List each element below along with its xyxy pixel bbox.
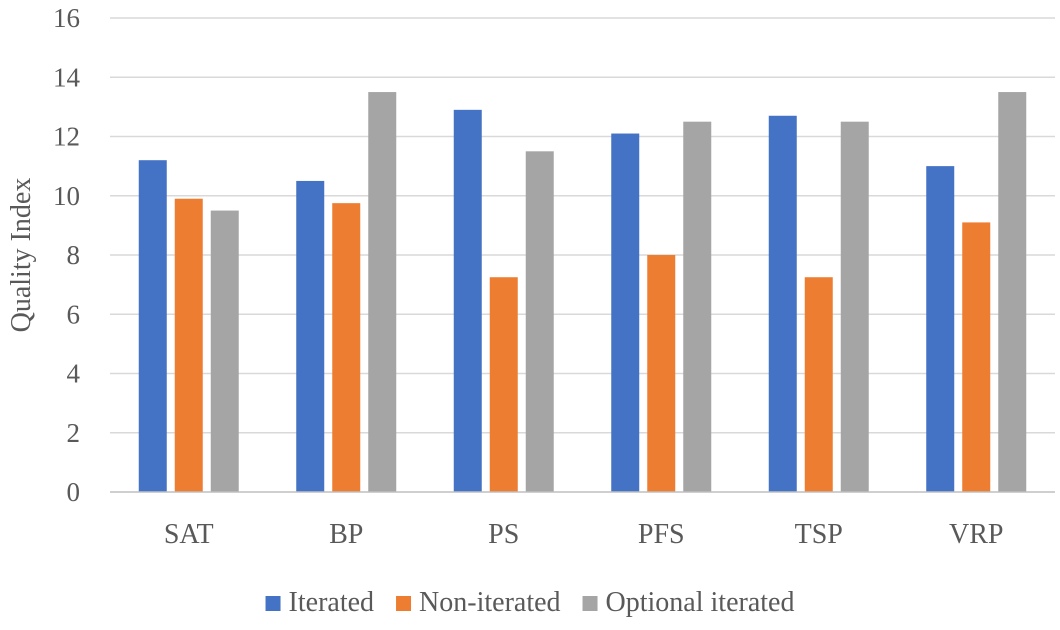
y-tick-label-0: 0 xyxy=(67,477,81,507)
bar-pfs-non-iterated xyxy=(647,255,676,492)
bar-pfs-optional-iterated xyxy=(683,121,712,492)
bar-vrp-optional-iterated xyxy=(998,92,1027,492)
bar-vrp-iterated xyxy=(926,166,955,492)
bar-sat-optional-iterated xyxy=(210,210,239,492)
bar-pfs-iterated xyxy=(611,133,640,492)
legend: Iterated Non-iterated Optional iterated xyxy=(265,587,795,618)
y-tick-label-12: 12 xyxy=(53,122,80,152)
legend-swatch-iterated xyxy=(265,596,281,611)
y-tick-label-10: 10 xyxy=(53,181,80,211)
bar-tsp-non-iterated xyxy=(804,277,833,492)
legend-swatch-optional-iterated xyxy=(582,596,598,611)
bar-ps-iterated xyxy=(453,109,482,493)
bar-ps-optional-iterated xyxy=(525,151,554,492)
bar-vrp-non-iterated xyxy=(962,222,991,492)
x-axis-categories: SAT BP PS PFS TSP VRP xyxy=(164,519,1004,550)
legend-swatch-non-iterated xyxy=(396,596,412,611)
y-axis-ticks: 0 2 4 6 8 10 12 14 16 xyxy=(53,3,81,507)
bar-tsp-optional-iterated xyxy=(840,121,869,492)
bar-tsp-iterated xyxy=(768,115,797,492)
gridlines xyxy=(110,17,1055,434)
bar-bp-iterated xyxy=(296,180,325,492)
x-category-label-bp: BP xyxy=(329,519,363,550)
y-tick-label-2: 2 xyxy=(67,418,81,448)
bars xyxy=(138,92,1027,493)
bar-bp-non-iterated xyxy=(332,203,361,492)
y-tick-label-4: 4 xyxy=(67,359,81,389)
x-category-label-sat: SAT xyxy=(164,519,214,550)
x-category-label-tsp: TSP xyxy=(795,519,843,550)
y-tick-label-8: 8 xyxy=(67,240,81,270)
y-tick-label-6: 6 xyxy=(67,299,81,329)
legend-label-optional-iterated: Optional iterated xyxy=(606,587,795,618)
bar-sat-iterated xyxy=(138,160,167,492)
bar-sat-non-iterated xyxy=(174,198,203,492)
legend-label-iterated: Iterated xyxy=(289,587,375,618)
bar-ps-non-iterated xyxy=(489,277,518,492)
x-category-label-pfs: PFS xyxy=(638,519,685,550)
y-tick-label-16: 16 xyxy=(53,3,80,33)
y-tick-label-14: 14 xyxy=(53,62,81,92)
bar-bp-optional-iterated xyxy=(368,92,397,492)
x-category-label-ps: PS xyxy=(488,519,519,550)
legend-label-non-iterated: Non-iterated xyxy=(419,587,561,618)
x-category-label-vrp: VRP xyxy=(949,519,1003,550)
y-axis-title: Quality Index xyxy=(6,178,37,333)
